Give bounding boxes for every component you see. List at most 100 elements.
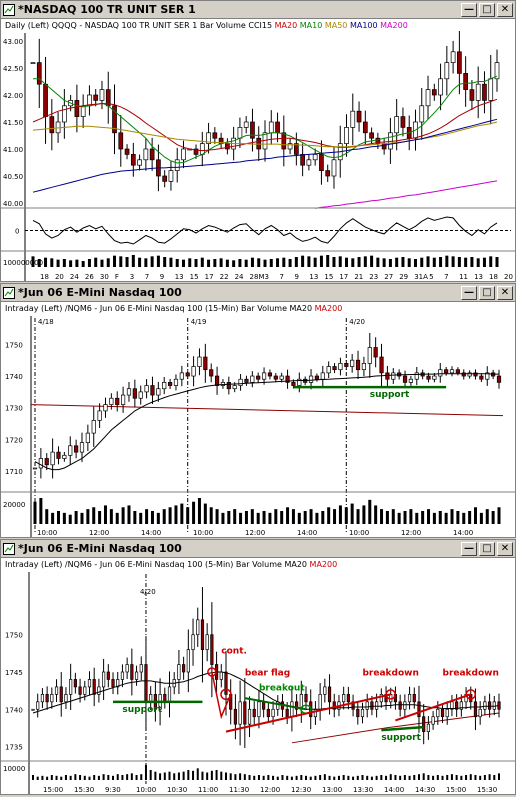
volume-bar xyxy=(74,511,78,524)
info-item: MA20 xyxy=(282,560,307,569)
candle-body xyxy=(167,382,173,386)
close-button[interactable]: ✕ xyxy=(497,2,513,17)
volume-bar xyxy=(233,509,237,524)
candle-body xyxy=(209,369,214,377)
15min-chart[interactable]: Intraday (Left) /NQM6 - Jun 06 E-Mini Na… xyxy=(1,302,515,537)
candle-body xyxy=(379,694,383,703)
title-bar[interactable]: *Jun 06 E-Mini Nasdaq 100 — □ ✕ xyxy=(1,284,515,302)
x-tick-label: 9 xyxy=(160,273,164,281)
candle-body xyxy=(350,359,355,367)
title-bar[interactable]: *NASDAQ 100 TR UNIT SER 1 — □ ✕ xyxy=(1,1,515,19)
volume-bar xyxy=(290,776,293,780)
candle-body xyxy=(417,701,421,718)
candle-body xyxy=(492,701,496,710)
candle-body xyxy=(308,375,314,383)
candle-body xyxy=(38,458,43,469)
candle-body xyxy=(226,382,231,390)
maximize-button[interactable]: □ xyxy=(479,541,495,556)
volume-bar xyxy=(464,257,468,267)
volume-bar xyxy=(250,509,254,524)
volume-bar xyxy=(327,507,331,524)
window-title: *Jun 06 E-Mini Nasdaq 100 xyxy=(18,286,182,299)
close-button[interactable]: ✕ xyxy=(497,541,513,556)
candle-body xyxy=(197,356,202,367)
volume-bar xyxy=(281,775,284,780)
volume-bar xyxy=(32,775,34,780)
candle-body xyxy=(186,649,190,673)
maximize-button[interactable]: □ xyxy=(479,2,495,17)
x-tick-label: 10:00 xyxy=(349,529,369,537)
volume-bar xyxy=(403,775,406,780)
candle-body xyxy=(191,366,196,377)
volume-bar xyxy=(135,775,138,780)
candle-body xyxy=(373,347,378,358)
info-item: Daily xyxy=(5,21,26,30)
breakdown-circle xyxy=(385,689,396,700)
volume-bar xyxy=(244,511,248,524)
volume-bar xyxy=(168,771,171,780)
candle-body xyxy=(150,385,155,396)
y-tick-label: 1740 xyxy=(5,373,23,381)
candle-body xyxy=(173,378,179,386)
5min-chart[interactable]: Intraday (Left) /NQM6 - Jun 06 E-Mini Na… xyxy=(1,558,515,794)
candle-body xyxy=(250,121,255,139)
volume-bar xyxy=(181,259,185,267)
volume-bar xyxy=(162,509,166,524)
volume-bar xyxy=(295,775,298,780)
candle-body xyxy=(431,89,437,96)
volume-bar xyxy=(224,772,227,780)
title-bar[interactable]: *Jun 06 E-Mini Nasdaq 100 — □ ✕ xyxy=(1,540,515,558)
candle-body xyxy=(268,121,274,134)
candle-body xyxy=(279,375,284,380)
volume-bar xyxy=(163,257,167,267)
candle-body xyxy=(174,159,180,171)
volume-bar xyxy=(385,511,389,524)
close-button[interactable]: ✕ xyxy=(497,285,513,300)
volume-bar xyxy=(338,256,342,267)
x-tick-label: 10:00 xyxy=(37,529,57,537)
candle-body xyxy=(244,378,249,383)
candle-body xyxy=(455,369,460,374)
minimize-button[interactable]: — xyxy=(461,2,477,17)
x-tick-label: 31A xyxy=(414,273,428,281)
volume-bar xyxy=(159,773,162,780)
volume-bar xyxy=(69,260,73,267)
minimize-button[interactable]: — xyxy=(461,285,477,300)
breakdown-label: breakdown xyxy=(443,669,499,679)
info-item: MA200 xyxy=(312,304,342,313)
volume-bar xyxy=(374,505,378,524)
x-tick-label: 3 xyxy=(130,273,134,281)
volume-bar xyxy=(187,770,190,780)
candle-body xyxy=(168,170,174,182)
candle-body xyxy=(210,634,214,665)
candle-body xyxy=(414,372,419,380)
volume-bar xyxy=(50,258,54,267)
candle-body xyxy=(455,701,459,710)
daily-chart[interactable]: Daily (Left) QQQQ - NASDAQ 100 TR UNIT S… xyxy=(1,19,515,281)
y-tick-label: 1740 xyxy=(5,706,23,714)
candle-body xyxy=(36,62,42,85)
minimize-button[interactable]: — xyxy=(461,541,477,556)
volume-bar xyxy=(286,507,290,524)
candle-body xyxy=(149,148,155,161)
volume-bar xyxy=(469,774,472,780)
volume-bar xyxy=(444,512,448,524)
candle-body xyxy=(314,375,320,380)
candle-body xyxy=(271,708,275,718)
volume-bar xyxy=(186,507,190,524)
volume-bar xyxy=(175,259,179,267)
volume-bar xyxy=(426,256,430,267)
candle-body xyxy=(261,372,267,380)
volume-bar xyxy=(415,512,419,524)
x-tick-label: 15:00 xyxy=(446,786,466,794)
candle-body xyxy=(56,451,61,459)
volume-bar xyxy=(154,771,157,780)
volume-bar xyxy=(294,257,298,267)
candle-body xyxy=(257,701,261,718)
volume-bar xyxy=(315,512,319,524)
candle-body xyxy=(49,116,55,134)
candle-body xyxy=(206,132,211,144)
volume-bar xyxy=(125,257,129,267)
volume-bar xyxy=(98,511,102,524)
maximize-button[interactable]: □ xyxy=(479,285,495,300)
